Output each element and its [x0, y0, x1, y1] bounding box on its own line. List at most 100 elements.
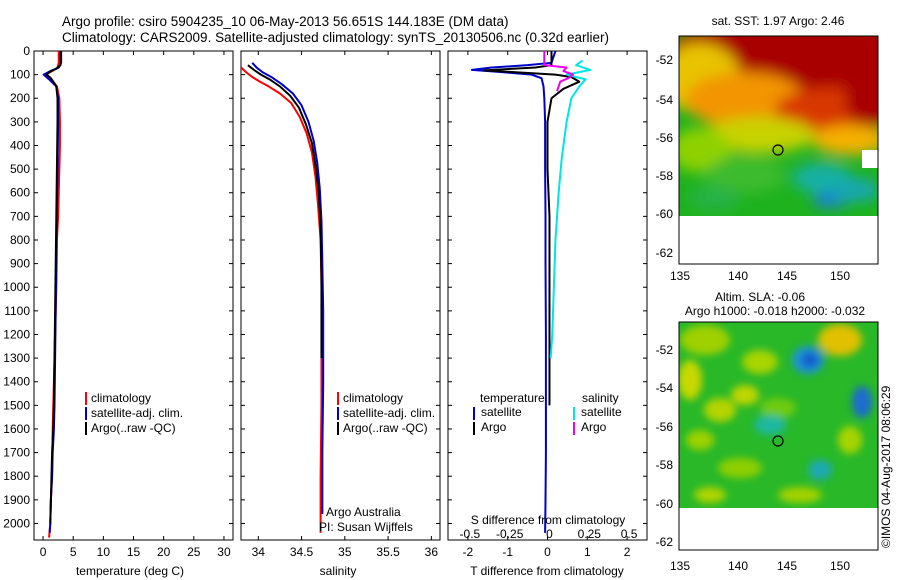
- y-tick-label: 700: [10, 209, 30, 223]
- y-tick-label: 100: [10, 68, 30, 82]
- y-tick-label: 400: [10, 138, 30, 152]
- legend-label-sal-satellite: satellite: [581, 405, 622, 419]
- legend-label-satellite-adj: satellite-adj. clim.: [343, 406, 435, 420]
- sst-lat-tick: -58: [656, 169, 674, 183]
- legend-label-temp-satellite: satellite: [481, 405, 522, 419]
- series-line-temperature-argo: [482, 51, 581, 406]
- imos-footer: ©IMOS 04-Aug-2017 08:06:29: [879, 385, 893, 548]
- sla-lon-tick: 150: [830, 559, 850, 573]
- sla-profile-location-marker: [772, 435, 784, 447]
- sla-lat-tick: -52: [656, 343, 674, 357]
- sst-profile-location-marker: [772, 144, 784, 156]
- difference-xlabel: T difference from climatology: [470, 564, 624, 578]
- sla-map-axes: -52 -54 -56 -58 -60 -62 135 140 145 150: [656, 343, 851, 573]
- legend-label-climatology: climatology: [343, 391, 403, 405]
- difference-series: [470, 51, 592, 533]
- x-tick-label: 25: [187, 545, 201, 559]
- top-x-tick-label: -0.5: [460, 527, 481, 541]
- x-tick-label: 35.5: [376, 545, 400, 559]
- x-tick-label: 1: [584, 545, 591, 559]
- difference-top-xlabel: S difference from climatology: [471, 513, 626, 527]
- legend-header-temperature: temperature: [480, 391, 545, 405]
- y-tick-label: 600: [10, 186, 30, 200]
- sst-lon-tick: 135: [670, 269, 690, 283]
- pi-label: PI: Susan Wijffels: [319, 520, 413, 534]
- sst-map-title: sat. SST: 1.97 Argo: 2.46: [712, 14, 845, 28]
- sst-lat-tick: -60: [656, 207, 674, 221]
- figure-title-line1: Argo profile: csiro 5904235_10 06-May-20…: [62, 14, 509, 29]
- x-tick-label: -1: [502, 545, 513, 559]
- series-line-argo-raw-qc-: [45, 51, 62, 524]
- series-line-temperature-satellite: [470, 51, 557, 533]
- y-tick-label: 1800: [3, 469, 30, 483]
- series-line-salinity-satellite: [549, 59, 592, 359]
- sla-lat-tick: -54: [656, 381, 674, 395]
- sst-lat-tick: -62: [656, 246, 674, 260]
- sla-map-title-line2: Argo h1000: -0.018 h2000: -0.032: [685, 304, 865, 318]
- top-x-tick-label: 0.5: [621, 527, 638, 541]
- series-line-salinity-argo: [543, 51, 574, 92]
- legend-label-temp-argo: Argo: [481, 420, 507, 434]
- legend-label-argo: Argo(..raw -QC): [91, 421, 176, 435]
- temperature-series: [42, 51, 63, 538]
- legend-label-satellite-adj: satellite-adj. clim.: [91, 406, 183, 420]
- x-tick-label: 2: [624, 545, 631, 559]
- difference-legend: temperature salinity satellite Argo sate…: [473, 391, 622, 435]
- y-tick-label: 500: [10, 162, 30, 176]
- series-line-argo-raw-qc-: [247, 64, 323, 359]
- series-line-satellite-adj-clim-: [251, 62, 325, 515]
- x-tick-label: 30: [217, 545, 231, 559]
- y-tick-label: 1700: [3, 446, 30, 460]
- legend-label-argo: Argo(..raw -QC): [343, 421, 428, 435]
- sla-lat-tick: -58: [656, 458, 674, 472]
- salinity-plot-frame: [240, 50, 441, 541]
- figure-title-line2: Climatology: CARS2009. Satellite-adjuste…: [62, 30, 609, 45]
- sla-lon-tick: 135: [670, 559, 690, 573]
- sst-lat-tick: -52: [656, 53, 674, 67]
- y-tick-label: 300: [10, 115, 30, 129]
- y-tick-label: 0: [23, 44, 30, 58]
- x-tick-label: -2: [463, 545, 474, 559]
- sla-map-frame: [678, 321, 879, 551]
- sla-map-title-line1: Altim. SLA: -0.06: [715, 290, 805, 304]
- legend-header-salinity: salinity: [582, 391, 619, 405]
- y-tick-label: 900: [10, 257, 30, 271]
- x-tick-label: 0: [40, 545, 47, 559]
- axis-ticks: 0100200300400500600700800900100011001200…: [3, 44, 647, 559]
- sla-lat-tick: -56: [656, 420, 674, 434]
- y-tick-label: 1300: [3, 351, 30, 365]
- x-tick-label: 10: [97, 545, 111, 559]
- y-tick-label: 1400: [3, 375, 30, 389]
- y-tick-label: 1600: [3, 422, 30, 436]
- x-tick-label: 34: [252, 545, 266, 559]
- y-tick-label: 200: [10, 91, 30, 105]
- y-tick-label: 800: [10, 233, 30, 247]
- sla-lat-tick: -62: [656, 535, 674, 549]
- top-x-tick-label: 0.25: [578, 527, 602, 541]
- legend-label-sal-argo: Argo: [581, 420, 607, 434]
- y-tick-label: 1200: [3, 327, 30, 341]
- sla-map-image: [679, 322, 878, 550]
- sst-lat-tick: -54: [656, 93, 674, 107]
- y-tick-label: 1000: [3, 280, 30, 294]
- x-tick-label: 5: [70, 545, 77, 559]
- sst-lon-tick: 145: [777, 269, 797, 283]
- sst-map-frame: [678, 35, 879, 265]
- sst-lon-tick: 140: [728, 269, 748, 283]
- salinity-xlabel: salinity: [320, 564, 357, 578]
- salinity-legend: climatology satellite-adj. clim. Argo(..…: [337, 391, 435, 435]
- x-tick-label: 20: [157, 545, 171, 559]
- sla-lon-tick: 140: [728, 559, 748, 573]
- argo-australia-label: Argo Australia: [326, 505, 401, 519]
- x-tick-label: 0: [544, 545, 551, 559]
- sst-lat-tick: -56: [656, 131, 674, 145]
- y-tick-label: 2000: [3, 516, 30, 530]
- x-tick-label: 35: [338, 545, 352, 559]
- sst-map-axes: -52 -54 -56 -58 -60 -62 135 140 145 150: [656, 53, 851, 283]
- sst-lon-tick: 150: [830, 269, 850, 283]
- x-tick-label: 15: [127, 545, 141, 559]
- x-tick-label: 36: [425, 545, 439, 559]
- legend-label-climatology: climatology: [91, 391, 151, 405]
- y-tick-label: 1900: [3, 493, 30, 507]
